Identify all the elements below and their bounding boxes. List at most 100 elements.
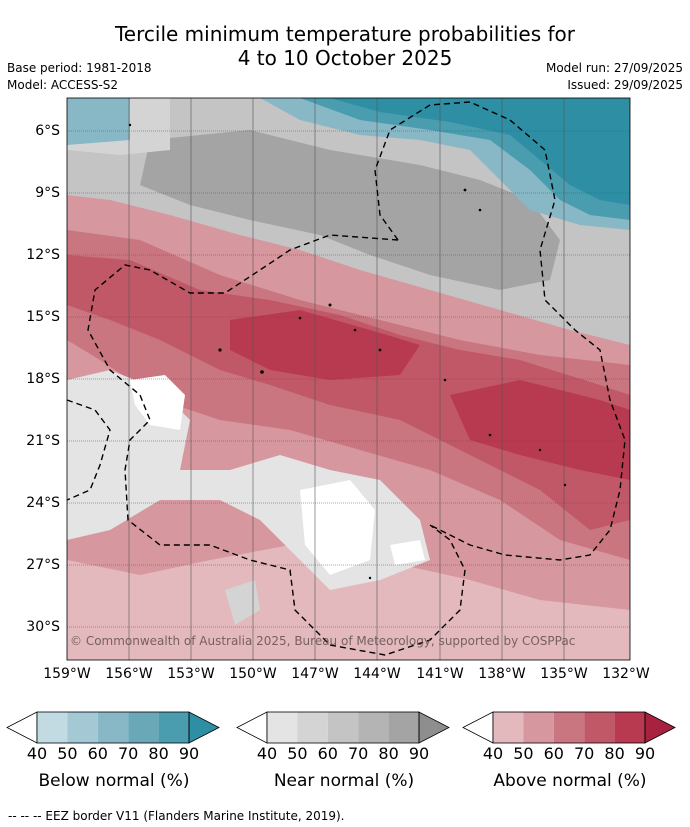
colorbar-tick-label: 60 [87, 744, 108, 763]
eez-french-polynesia [374, 101, 626, 561]
lat-label: 6°S [35, 123, 60, 139]
colorbar-segment [493, 712, 524, 743]
below-normal-core [330, 98, 630, 205]
colorbar-frame [36, 711, 190, 744]
island [298, 316, 302, 320]
colorbar-tick-label: 70 [118, 744, 139, 763]
colorbar-tick-label: 40 [26, 744, 48, 763]
white-small-patch [390, 540, 425, 565]
colorbar-segment [97, 712, 129, 743]
lon-label: 150°W [229, 666, 277, 682]
island [538, 448, 542, 452]
near-normal-label: Near normal (%) [273, 771, 415, 791]
colorbar-extend-high [188, 711, 220, 744]
island [378, 348, 382, 352]
island [368, 576, 372, 580]
map-frame [66, 97, 631, 661]
colorbar-segment [67, 712, 98, 743]
below-normal-colorbar [6, 711, 220, 744]
island [218, 348, 222, 352]
above-normal-light-south [67, 545, 630, 660]
island [563, 483, 567, 487]
colorbar-tick-label: 90 [178, 744, 200, 763]
above-normal-core-patch [230, 310, 420, 380]
colorbar-tick-label: 50 [287, 744, 308, 763]
colorbars [6, 711, 676, 744]
colorbar-extend-low [462, 711, 494, 744]
colorbar-tick-label: 50 [513, 744, 534, 763]
colorbar-tick-label: 70 [574, 744, 595, 763]
lon-label: 147°W [291, 666, 339, 682]
lat-label: 21°S [26, 433, 60, 449]
eez-note: -- -- -- EEZ border V11 (Flanders Marine… [8, 809, 345, 823]
colorbar-tick-label: 80 [378, 744, 399, 763]
islands [128, 123, 567, 580]
lon-label: 132°W [602, 666, 650, 682]
lat-label: 9°S [35, 185, 60, 201]
colorbar-segment [388, 712, 419, 743]
colorbar-tick-label: 40 [256, 744, 278, 763]
title-line-1: Tercile minimum temperature probabilitie… [114, 22, 576, 46]
lon-label: 138°W [478, 666, 526, 682]
colorbar-segment [358, 712, 389, 743]
eez-cook-islands [87, 234, 466, 656]
near-normal-dark [140, 130, 560, 290]
model-name: Model: ACCESS-S2 [7, 78, 119, 92]
colorbar-segment [297, 712, 328, 743]
lon-label: 135°W [540, 666, 588, 682]
near-normal-small-patch [225, 580, 260, 625]
lon-label: 156°W [105, 666, 153, 682]
title-line-2: 4 to 10 October 2025 [237, 46, 453, 70]
lon-label: 153°W [167, 666, 215, 682]
base-period: Base period: 1981-2018 [7, 61, 152, 75]
colorbar-tick-label: 80 [604, 744, 625, 763]
issued-date: Issued: 29/09/2025 [567, 78, 683, 92]
lat-label: 12°S [26, 247, 60, 263]
island [478, 208, 482, 212]
colorbar-segment [584, 712, 615, 743]
island [353, 328, 357, 332]
colorbar-segment [37, 712, 68, 743]
colorbar-tick-label: 90 [408, 744, 430, 763]
above-normal-strong [67, 255, 630, 530]
lat-label: 15°S [26, 309, 60, 325]
above-normal-label: Above normal (%) [493, 771, 647, 791]
colorbar-tick-label: 40 [482, 744, 504, 763]
near-normal-colorbar [236, 711, 450, 744]
colorbar-extend-high [644, 711, 676, 744]
below-normal-label: Below normal (%) [38, 771, 190, 791]
island [443, 378, 447, 382]
colorbar-segment [158, 712, 189, 743]
colorbar-segment [553, 712, 585, 743]
island [128, 123, 132, 127]
eez-west-border [66, 399, 111, 501]
lat-label: 30°S [26, 619, 60, 635]
island [328, 303, 332, 307]
lon-label: 144°W [353, 666, 401, 682]
colorbar-segment [128, 712, 159, 743]
eez-borders [66, 101, 626, 656]
copyright-credit: © Commonwealth of Australia 2025, Bureau… [70, 634, 576, 648]
map-title: Tercile minimum temperature probabilitie… [0, 22, 690, 70]
colorbar-segment [267, 712, 298, 743]
colorbar-extend-high [418, 711, 450, 744]
lat-label: 18°S [26, 371, 60, 387]
lon-label: 159°W [43, 666, 91, 682]
colorbar-segment [523, 712, 554, 743]
colorbar-segment [614, 712, 645, 743]
colorbar-tick-label: 80 [148, 744, 169, 763]
colorbar-tick-label: 90 [634, 744, 656, 763]
colorbar-extend-low [6, 711, 38, 744]
colorbar-tick-label: 60 [543, 744, 564, 763]
white-patch-west [130, 375, 185, 430]
above-normal-colorbar [462, 711, 676, 744]
colorbar-segment [327, 712, 359, 743]
island [260, 370, 264, 374]
colorbar-frame [492, 711, 646, 744]
lat-label: 24°S [26, 495, 60, 511]
below-normal-northwest [67, 98, 130, 145]
colorbar-tick-label: 50 [57, 744, 78, 763]
above-normal-east-patch [450, 380, 630, 480]
model-run: Model run: 27/09/2025 [545, 61, 683, 75]
